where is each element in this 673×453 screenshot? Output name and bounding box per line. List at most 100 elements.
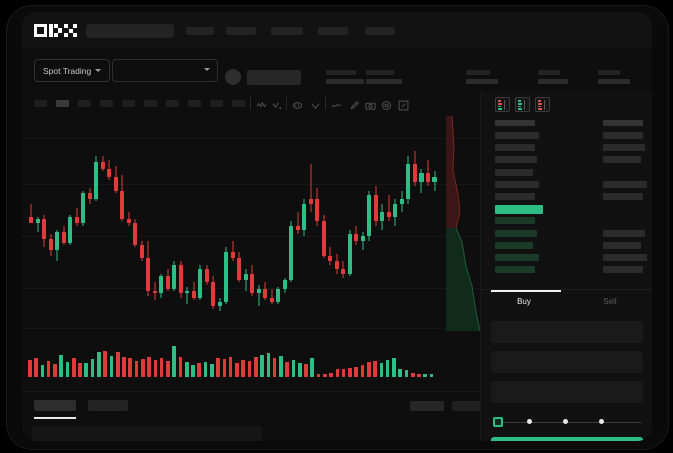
volume-bar <box>122 357 126 377</box>
volume-bar <box>228 356 233 377</box>
orderbook-row[interactable] <box>495 156 537 164</box>
volume-bar <box>260 354 264 377</box>
nav-item-3[interactable] <box>271 27 303 35</box>
orderbook-row[interactable] <box>495 168 533 176</box>
volume-bar <box>266 353 271 377</box>
orderbook-row[interactable] <box>495 144 535 152</box>
settings-gear-icon[interactable] <box>381 98 392 110</box>
orderbook-row-value[interactable] <box>603 193 643 200</box>
volume-bar <box>71 358 76 377</box>
logo-glyph-o <box>34 24 47 37</box>
orderbook-row[interactable] <box>495 254 539 261</box>
candle <box>61 116 66 331</box>
volume-bar <box>216 358 220 377</box>
timeframe-button-2[interactable] <box>56 100 69 107</box>
orderbook-row-value[interactable] <box>603 241 641 249</box>
candle <box>191 116 196 331</box>
timeframe-button-5[interactable] <box>122 100 135 107</box>
timeframe-button-4[interactable] <box>100 100 113 107</box>
camera-snapshot-icon[interactable] <box>365 98 376 110</box>
bottom-panel-left <box>32 426 262 441</box>
orderbook-row[interactable] <box>495 180 539 188</box>
spot-trading-dropdown[interactable]: Spot Trading <box>34 59 111 82</box>
slider-stop-25[interactable] <box>527 419 532 424</box>
price-chart-panel[interactable] <box>22 116 480 391</box>
nav-item-1[interactable] <box>186 27 214 35</box>
pencil-draw-icon[interactable] <box>349 98 360 110</box>
trading-pair-select[interactable] <box>112 59 218 82</box>
candle <box>81 116 86 331</box>
footer-tab-2[interactable] <box>88 400 128 411</box>
orderbook-row[interactable] <box>495 193 535 200</box>
orderbook-row[interactable] <box>495 229 537 237</box>
orderbook-row[interactable] <box>495 217 535 225</box>
timeframe-button-10[interactable] <box>232 100 245 107</box>
footer-action-2[interactable] <box>452 401 486 411</box>
fullscreen-icon[interactable] <box>398 98 409 111</box>
candle <box>172 116 177 331</box>
candle <box>432 116 437 331</box>
slider-stop-50[interactable] <box>563 419 568 424</box>
total-input[interactable] <box>491 381 643 403</box>
candle <box>412 116 417 331</box>
orderbook-row-value[interactable] <box>603 144 645 152</box>
tab-sell[interactable]: Sell <box>603 297 617 306</box>
candle <box>256 116 261 331</box>
amount-input[interactable] <box>491 351 643 373</box>
candlestick-chart-icon[interactable] <box>256 98 267 109</box>
nav-item-2[interactable] <box>226 27 256 35</box>
orderbook-row[interactable] <box>495 241 533 249</box>
timeframe-button-8[interactable] <box>188 100 201 107</box>
orderbook-row-highlighted[interactable] <box>495 205 543 215</box>
slider-handle[interactable] <box>493 417 503 427</box>
candle <box>373 116 378 331</box>
footer-tab-1[interactable] <box>34 400 76 411</box>
candle <box>230 116 235 331</box>
timeframe-button-9[interactable] <box>210 100 223 107</box>
candle <box>347 116 352 331</box>
okx-logo-icon[interactable] <box>34 24 78 37</box>
indicators-icon[interactable] <box>272 98 283 110</box>
orderbook-row-value[interactable] <box>603 156 641 164</box>
orderbook-row[interactable] <box>495 132 539 139</box>
orderbook-row-value[interactable] <box>603 132 643 139</box>
submit-buy-button[interactable] <box>491 437 643 441</box>
nav-item-4[interactable] <box>318 27 348 35</box>
timeframe-button-3[interactable] <box>78 100 91 107</box>
slider-stop-75[interactable] <box>599 419 604 424</box>
candle <box>185 116 190 331</box>
volume-bar <box>429 374 434 377</box>
amount-percent-slider[interactable] <box>493 417 641 427</box>
candle <box>302 116 307 331</box>
tab-buy[interactable]: Buy <box>517 297 531 306</box>
orderbook-row-value[interactable] <box>603 254 647 261</box>
stat-last-price <box>326 70 364 84</box>
volume-bar <box>272 358 277 377</box>
price-input[interactable] <box>491 321 643 343</box>
orderbook-mode-both[interactable] <box>495 97 510 112</box>
search-input[interactable] <box>86 24 174 38</box>
nav-item-5[interactable] <box>365 27 395 35</box>
timeframe-button-6[interactable] <box>144 100 157 107</box>
orderbook-row-value[interactable] <box>603 229 645 237</box>
candle <box>393 116 398 331</box>
footer-action-1[interactable] <box>410 401 444 411</box>
volume-bar <box>159 358 164 377</box>
volume-bar <box>366 361 371 377</box>
orderbook-row[interactable] <box>495 266 535 274</box>
chart-type-icon[interactable] <box>310 98 321 109</box>
compare-icon[interactable] <box>292 98 303 109</box>
orderbook-mode-asks[interactable] <box>535 97 550 112</box>
orderbook-row-value[interactable] <box>603 180 647 188</box>
candle <box>139 116 144 331</box>
candle <box>321 116 326 331</box>
candle <box>159 116 164 331</box>
line-chart-icon[interactable] <box>331 98 342 109</box>
pair-name-placeholder <box>247 70 301 85</box>
candle <box>107 116 112 331</box>
orderbook-mode-bids[interactable] <box>515 97 530 112</box>
candle <box>282 116 287 331</box>
timeframe-button-1[interactable] <box>34 100 47 107</box>
orderbook-row-value[interactable] <box>603 266 643 274</box>
timeframe-button-7[interactable] <box>166 100 179 107</box>
